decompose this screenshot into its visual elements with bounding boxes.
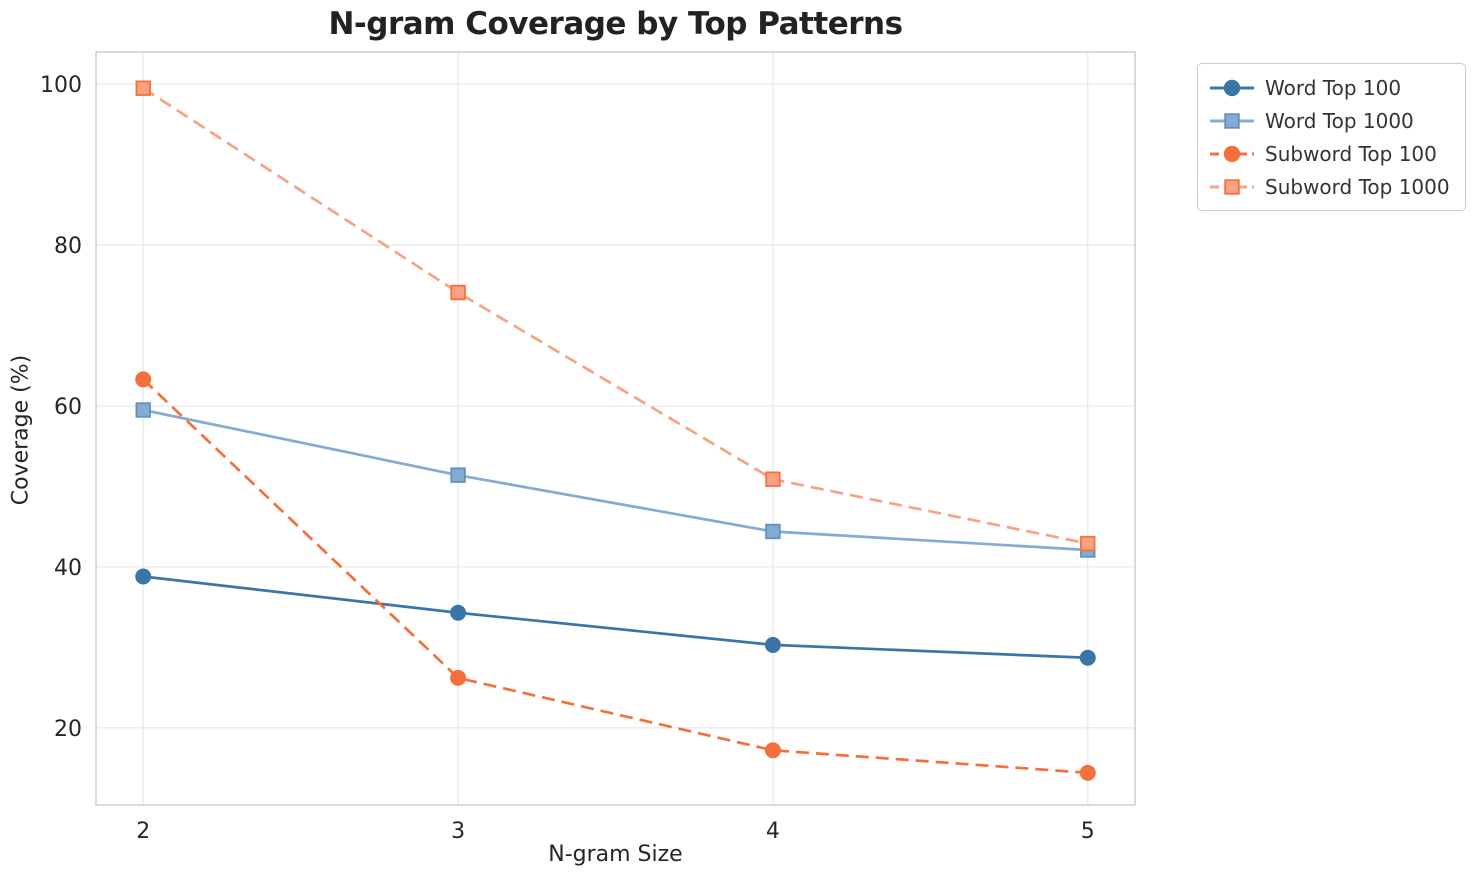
legend-marker-circle-icon bbox=[1210, 145, 1254, 162]
x-tick-label: 4 bbox=[766, 819, 780, 844]
legend-marker-square-icon bbox=[1210, 178, 1254, 195]
data-point-subword-top-100 bbox=[450, 669, 467, 686]
y-tick-label: 20 bbox=[54, 717, 82, 742]
data-point-subword-top-1000 bbox=[450, 284, 466, 301]
legend-label: Subword Top 100 bbox=[1265, 141, 1437, 166]
legend-marker-square-icon bbox=[1210, 112, 1254, 129]
legend-label: Subword Top 1000 bbox=[1265, 174, 1450, 199]
chart-title: N-gram Coverage by Top Patterns bbox=[328, 6, 903, 42]
legend-marker-circle-icon bbox=[1210, 79, 1254, 96]
data-point-word-top-100 bbox=[135, 568, 152, 585]
data-point-subword-top-1000 bbox=[1080, 535, 1096, 552]
legend-label: Word Top 1000 bbox=[1265, 108, 1414, 133]
data-point-word-top-100 bbox=[1079, 649, 1096, 666]
data-point-word-top-1000 bbox=[135, 402, 151, 418]
series-line-subword-top-1000 bbox=[142, 87, 1089, 545]
y-axis-label: Coverage (%) bbox=[8, 354, 34, 506]
legend-item-word-top-1000: Word Top 1000 bbox=[1209, 106, 1450, 135]
y-tick-label: 100 bbox=[40, 73, 82, 98]
data-point-subword-top-100 bbox=[135, 371, 152, 388]
data-point-word-top-1000 bbox=[765, 523, 781, 540]
data-point-subword-top-1000 bbox=[765, 471, 781, 487]
data-point-word-top-100 bbox=[450, 604, 467, 621]
legend-item-word-top-100: Word Top 100 bbox=[1209, 73, 1450, 102]
data-point-subword-top-100 bbox=[764, 742, 781, 759]
y-tick-label: 60 bbox=[54, 395, 82, 420]
series-line-word-top-1000 bbox=[142, 408, 1088, 552]
x-tick-label: 2 bbox=[136, 819, 150, 844]
series-line-word-top-100 bbox=[143, 575, 1088, 660]
data-point-word-top-100 bbox=[764, 636, 781, 653]
x-axis-label: N-gram Size bbox=[548, 842, 683, 867]
legend-label: Word Top 100 bbox=[1265, 75, 1402, 100]
legend: Word Top 100 Word Top 1000 Subword Top 100… bbox=[1197, 63, 1466, 211]
y-tick-label: 40 bbox=[54, 556, 82, 581]
x-tick-label: 3 bbox=[451, 819, 465, 844]
plot-border bbox=[95, 51, 1136, 806]
legend-item-subword-top-100: Subword Top 100 bbox=[1209, 139, 1450, 168]
data-point-subword-top-1000 bbox=[135, 80, 151, 96]
x-tick-label: 5 bbox=[1081, 819, 1095, 844]
data-point-subword-top-100 bbox=[1079, 764, 1096, 781]
data-point-word-top-1000 bbox=[450, 467, 466, 483]
y-tick-label: 80 bbox=[54, 234, 82, 259]
legend-item-subword-top-1000: Subword Top 1000 bbox=[1209, 172, 1450, 201]
